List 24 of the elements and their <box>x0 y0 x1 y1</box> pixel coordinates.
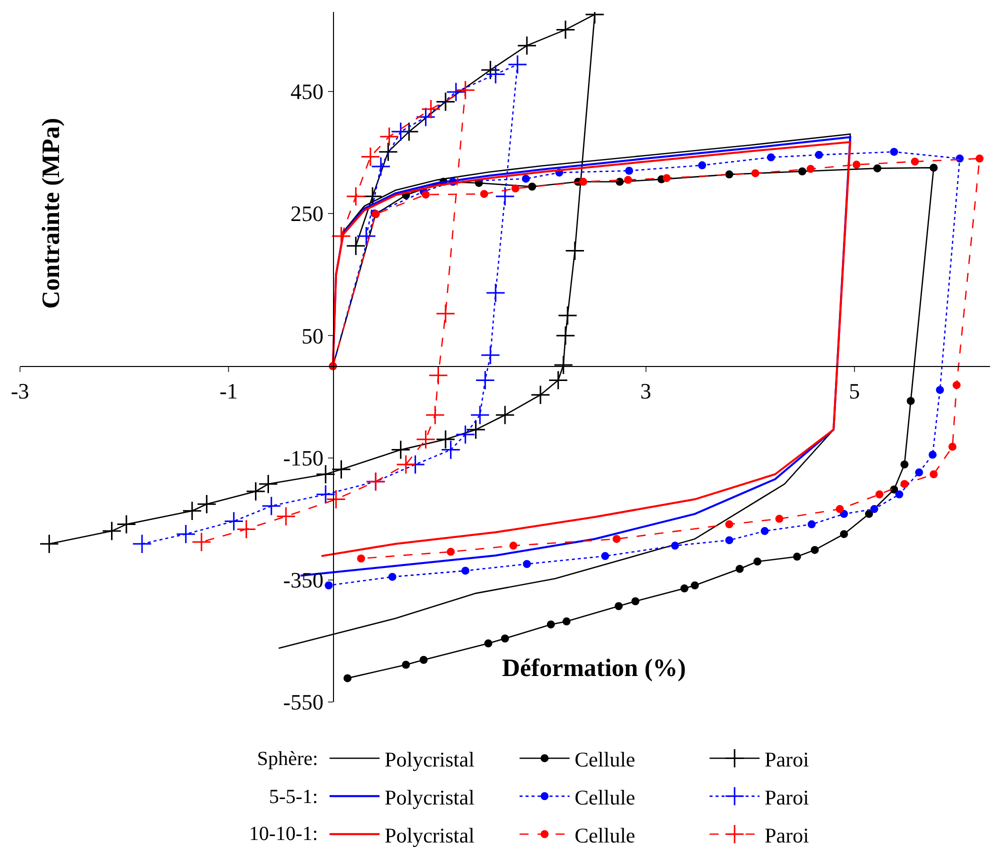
x-tick-label: -1 <box>219 378 238 404</box>
legend-label: Paroi <box>764 785 810 810</box>
legend-label: Polycristal <box>384 823 475 848</box>
y-tick-label: 50 <box>302 323 324 348</box>
y-tick-label: -550 <box>283 690 324 715</box>
y-tick-label: 250 <box>290 201 324 226</box>
y-tick-label: -350 <box>283 568 324 593</box>
legend-label: Paroi <box>764 747 810 772</box>
text: 5-5-1: <box>269 786 318 808</box>
y-axis-title: Contrainte (MPa) <box>38 118 65 309</box>
y-tick-label: -150 <box>283 445 324 470</box>
legend-label: Polycristal <box>384 747 475 772</box>
x-tick-label: 3 <box>640 378 652 404</box>
legend-label: Paroi <box>764 823 810 848</box>
legend-label: Cellule <box>574 823 636 848</box>
legend-label: Polycristal <box>384 785 475 810</box>
text: Sphère: <box>257 748 318 770</box>
x-axis-title: Déformation (%) <box>502 655 686 682</box>
legend-label: Cellule <box>574 785 636 810</box>
x-tick-label: 5 <box>848 378 860 404</box>
y-tick-label: 450 <box>290 79 324 104</box>
x-tick-label: -3 <box>10 378 30 404</box>
text: 10-10-1: <box>249 823 318 845</box>
legend-label: Cellule <box>574 747 636 772</box>
